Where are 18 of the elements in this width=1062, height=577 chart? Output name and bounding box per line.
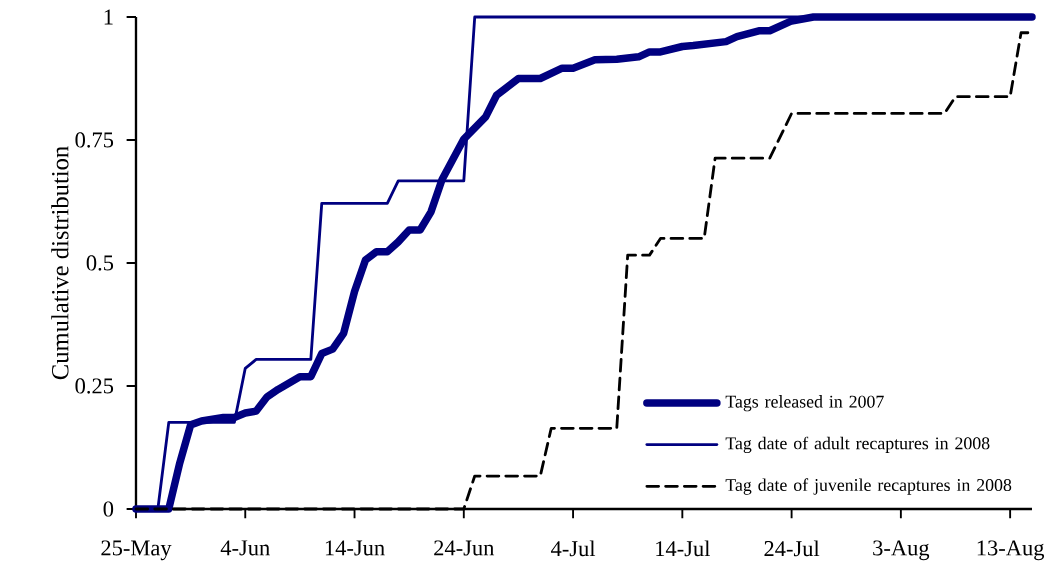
x-tick-label: 4-Jun [220, 540, 270, 556]
y-tick-label: 0.5 [86, 255, 114, 271]
x-tick-label: 13-Aug [977, 540, 1045, 561]
x-tick-label: 14-Jul [656, 540, 710, 557]
y-tick-label: 0.75 [75, 132, 114, 148]
legend-label: Tag date of juvenile recaptures in 2008 [725, 478, 1012, 495]
y-axis-title: Cumulative distribution [51, 146, 69, 380]
x-tick-label: 3-Aug [873, 540, 930, 561]
legend-label: Tag date of adult recaptures in 2008 [725, 436, 990, 454]
y-tick-label: 0 [103, 501, 114, 517]
x-tick-label: 24-Jul [764, 540, 820, 557]
y-tick-label: 1 [104, 9, 113, 25]
x-tick-label: 14-Jun [325, 540, 385, 556]
x-tick-label: 25-May [101, 540, 172, 561]
y-tick-label: 0.25 [75, 378, 114, 394]
x-tick-label: 4-Jul [551, 540, 596, 557]
legend-label: Tags released in 2007 [725, 395, 884, 412]
x-tick-label: 24-Jun [434, 540, 495, 556]
